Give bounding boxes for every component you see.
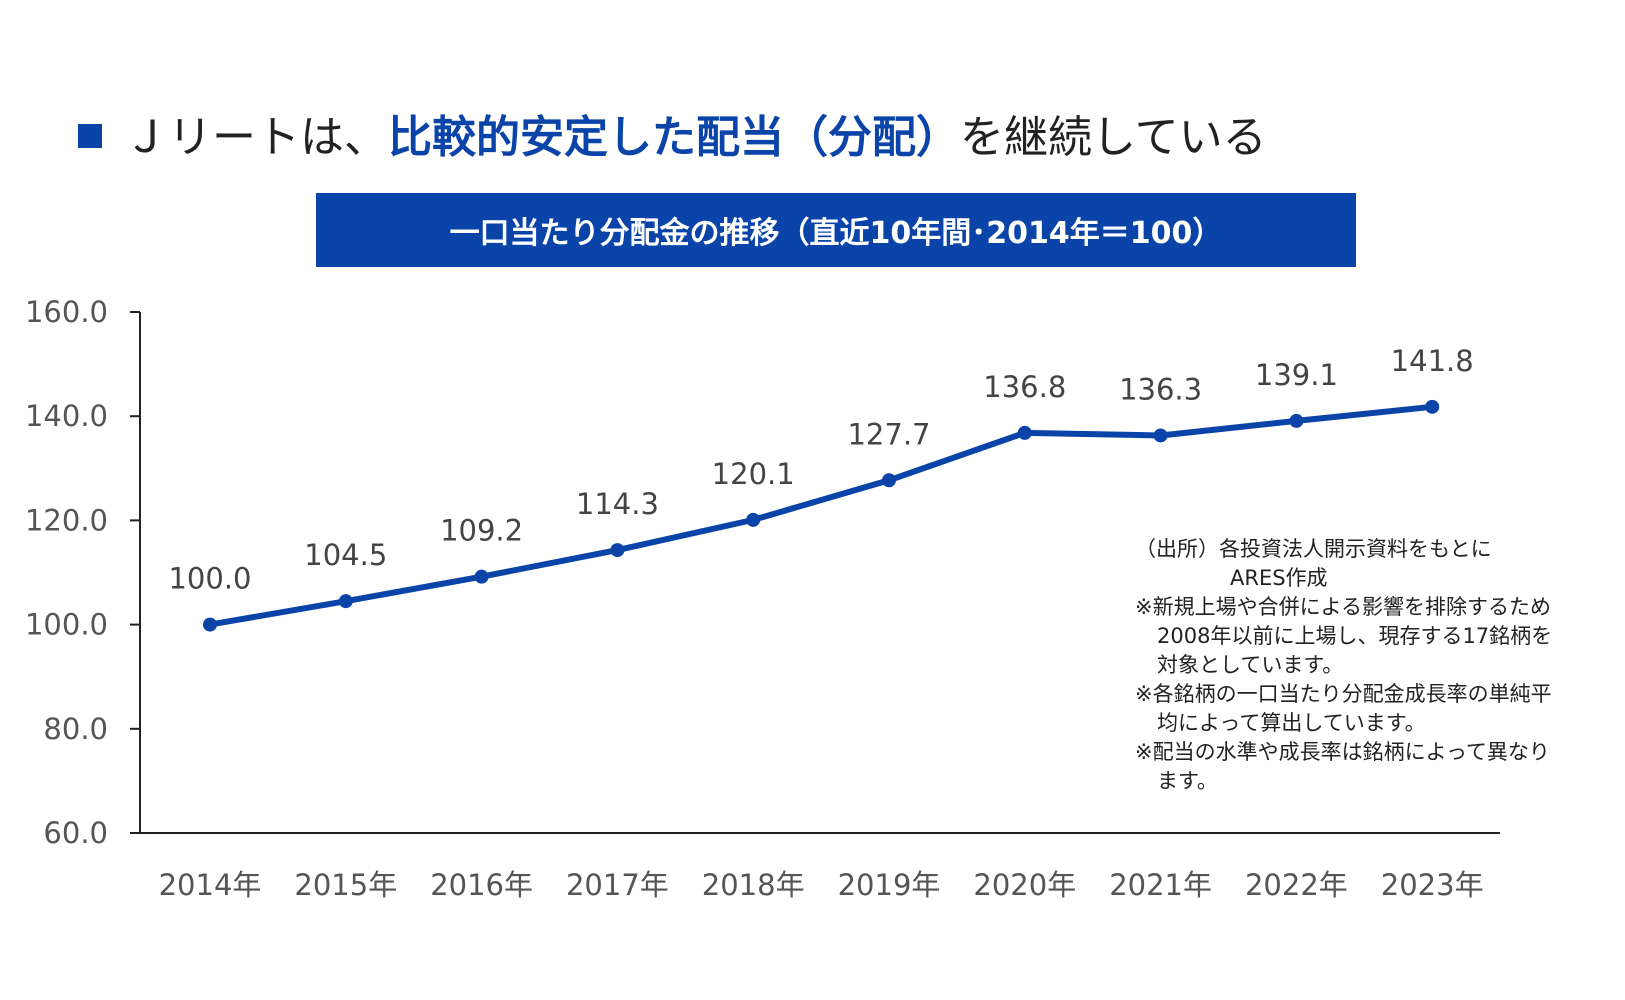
y-tick-label: 120.0: [25, 503, 108, 537]
headline-suffix: を継続している: [960, 112, 1267, 163]
y-tick-label: 140.0: [25, 399, 108, 433]
y-tick-label: 100.0: [25, 608, 108, 642]
y-tick-label: 60.0: [43, 816, 108, 850]
data-point: [1289, 413, 1304, 428]
x-tick-label: 2015年: [294, 868, 397, 902]
data-point: [1425, 399, 1440, 414]
data-point: [882, 473, 896, 488]
note-1c: 対象としています。: [1157, 653, 1344, 677]
x-tick-label: 2022年: [1245, 868, 1348, 902]
data-label: 114.3: [576, 487, 659, 521]
x-tick-label: 2023年: [1381, 868, 1484, 902]
note-1b: 2008年以前に上場し、現存する17銘柄を: [1157, 624, 1553, 648]
headline-prefix: Ｊリートは、: [124, 112, 388, 163]
data-point: [746, 512, 761, 527]
source-line-2: ARES作成: [1230, 566, 1328, 590]
data-point: [474, 569, 489, 584]
series-line: [207, 403, 1436, 628]
chart-title: 一口当たり分配金の推移（直近10年間･2014年＝100）: [449, 216, 1223, 251]
data-label: 127.7: [847, 417, 930, 451]
note-3b: ます。: [1157, 769, 1218, 793]
x-tick-label: 2014年: [159, 868, 262, 902]
data-label: 104.5: [304, 538, 387, 572]
data-point: [610, 543, 625, 558]
note-2b: 均によって算出しています。: [1157, 711, 1426, 735]
y-tick-label: 160.0: [25, 295, 108, 329]
data-label: 109.2: [440, 514, 523, 548]
data-point: [203, 617, 217, 632]
headline: Ｊリートは、比較的安定した配当（分配）を継続している: [78, 108, 1267, 168]
data-point: [1153, 428, 1168, 443]
data-point: [1017, 425, 1032, 440]
source-text: 各投資法人開示資料をもとに: [1219, 537, 1492, 561]
note-2a: ※各銘柄の一口当たり分配金成長率の単純平: [1135, 682, 1552, 706]
chart-title-banner: 一口当たり分配金の推移（直近10年間･2014年＝100）: [316, 193, 1356, 267]
y-tick-label: 80.0: [43, 712, 108, 746]
square-bullet-icon: [78, 124, 102, 148]
note-1a: ※新規上場や合併による影響を排除するため: [1135, 595, 1551, 619]
source-line: （出所）各投資法人開示資料をもとに: [1135, 535, 1615, 564]
data-label: 136.3: [1119, 372, 1202, 406]
data-label: 139.1: [1255, 358, 1338, 392]
source-label: （出所）: [1135, 537, 1219, 561]
headline-highlight: 比較的安定した配当（分配）: [388, 112, 960, 163]
data-label: 120.1: [712, 457, 795, 491]
x-tick-label: 2020年: [973, 868, 1076, 902]
data-point: [338, 594, 353, 609]
x-tick-label: 2016年: [430, 868, 533, 902]
source-notes: （出所）各投資法人開示資料をもとに ARES作成 ※新規上場や合併による影響を排…: [1135, 535, 1615, 796]
note-3a: ※配当の水準や成長率は銘柄によって異なり: [1135, 740, 1550, 764]
x-tick-label: 2019年: [838, 868, 941, 902]
data-label: 136.8: [983, 370, 1066, 404]
data-label: 100.0: [168, 562, 251, 596]
x-tick-label: 2018年: [702, 868, 805, 902]
data-label: 141.8: [1391, 344, 1474, 378]
x-tick-label: 2021年: [1109, 868, 1212, 902]
x-tick-label: 2017年: [566, 868, 669, 902]
